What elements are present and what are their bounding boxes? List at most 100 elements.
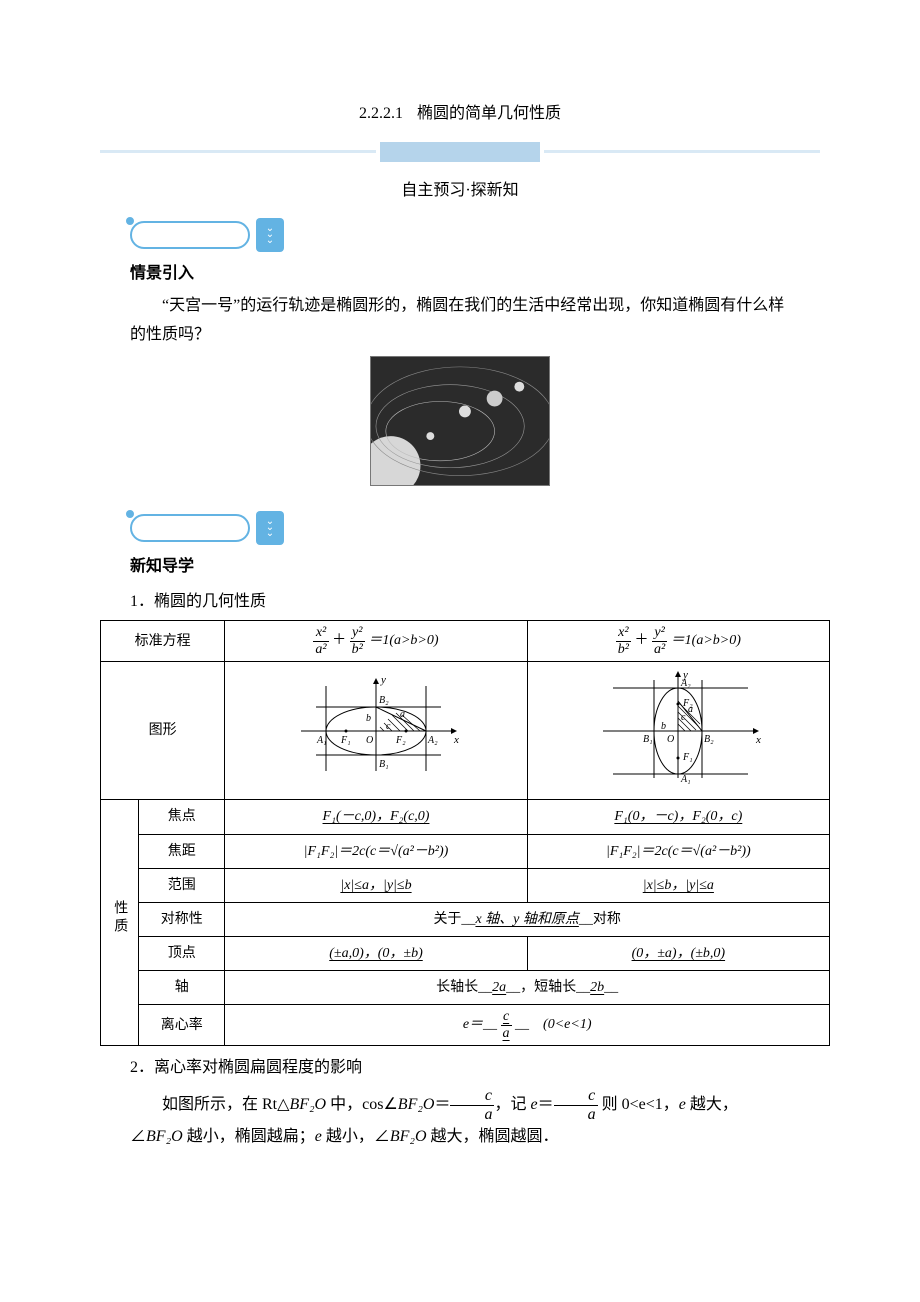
section-2-h1: 1．椭圆的几何性质 (130, 588, 820, 617)
table-row: 顶点 (±a,0)，(0，±b) (0，±a)，(±b,0) (101, 937, 830, 971)
pill-shape (130, 514, 250, 542)
table-row: 范围 |x|≤a，|y|≤b |x|≤b，|y|≤a (101, 868, 830, 902)
val: |x|≤b，|y|≤a (643, 878, 714, 893)
fn: y² (350, 625, 365, 641)
table-row: 对称性 关于__x 轴、y 轴和原点__对称 (101, 902, 830, 936)
fd: a (554, 1106, 598, 1124)
cell: |x|≤b，|y|≤a (527, 868, 829, 902)
row-label: 顶点 (139, 937, 225, 971)
plus: ＋ (634, 633, 648, 648)
val: 2b (590, 980, 604, 995)
section-2-title: 新知导学 (130, 553, 820, 582)
pfx: e＝__ (463, 1018, 497, 1033)
cell: e＝__ ca __ (0<e<1) (225, 1005, 830, 1046)
cell-eq1: x²a² ＋ y²b² ＝1(a>b>0) (225, 621, 527, 662)
svg-text:A₂: A₂ (427, 735, 438, 746)
val: |F₁F₂|＝2c(c＝√(a²－b²)) (606, 844, 751, 859)
fd: b² (350, 642, 365, 657)
cell: |x|≤a，|y|≤b (225, 868, 527, 902)
chevron-down-icon: ⌄⌄⌄ (256, 218, 284, 252)
title-number: 2.2.2.1 (359, 105, 403, 122)
val: (0，±a)，(±b,0) (632, 946, 726, 961)
cosmos-figure (100, 356, 820, 497)
svg-text:x: x (453, 734, 459, 746)
pfx: 关于__ (433, 912, 475, 927)
prop-label: 性质 (101, 800, 139, 1046)
cosmos-image (370, 356, 550, 486)
svg-text:y: y (380, 674, 386, 686)
fn: c (554, 1087, 598, 1106)
t: e (679, 1096, 686, 1113)
svg-text:F₂: F₂ (395, 735, 406, 746)
svg-text:B₁: B₁ (379, 759, 389, 770)
val: (±a,0)，(0，±b) (329, 946, 423, 961)
val: F₁(0，－c)，F₂(0，c) (614, 809, 742, 824)
svg-text:c: c (386, 721, 391, 732)
tag-pill-2: ⌄⌄⌄ (130, 511, 820, 545)
table-row: 标准方程 x²a² ＋ y²b² ＝1(a>b>0) x²b² ＋ y²a² ＝… (101, 621, 830, 662)
svg-text:B₂: B₂ (379, 695, 389, 706)
t: e (315, 1128, 322, 1145)
t: __，短轴长__ (506, 980, 590, 995)
cell-eq2: x²b² ＋ y²a² ＝1(a>b>0) (527, 621, 829, 662)
rhs: ＝1(a>b>0) (368, 633, 438, 648)
plus: ＋ (332, 633, 346, 648)
row-label: 离心率 (139, 1005, 225, 1046)
decor-mid (380, 142, 540, 162)
row-label: 标准方程 (101, 621, 225, 662)
cell: F₁(0，－c)，F₂(0，c) (527, 800, 829, 834)
cell: (±a,0)，(0，±b) (225, 937, 527, 971)
val: 2a (492, 980, 506, 995)
heading-preview: 自主预习·探新知 (100, 177, 820, 206)
t: BF₂O (146, 1128, 183, 1145)
t: BF₂O (390, 1128, 427, 1145)
section-1-title: 情景引入 (130, 260, 820, 289)
section-1-paragraph: “天宫一号”的运行轨迹是椭圆形的，椭圆在我们的生活中经常出现，你知道椭圆有什么样… (130, 292, 790, 350)
cell: (0，±a)，(±b,0) (527, 937, 829, 971)
svg-text:B₁: B₁ (643, 734, 653, 745)
fn: c (450, 1087, 494, 1106)
cell: |F₁F₂|＝2c(c＝√(a²－b²)) (527, 834, 829, 868)
cell: |F₁F₂|＝2c(c＝√(a²－b²)) (225, 834, 527, 868)
section-2-h2: 2．离心率对椭圆扁圆程度的影响 (130, 1054, 820, 1083)
decor-right (544, 150, 820, 153)
chevron-down-icon: ⌄⌄⌄ (256, 511, 284, 545)
svg-text:O: O (667, 734, 674, 745)
title-text: 椭圆的简单几何性质 (417, 105, 561, 122)
row-label: 对称性 (139, 902, 225, 936)
fn: x² (616, 625, 631, 641)
svg-text:F₁: F₁ (682, 752, 693, 763)
t: 则 0<e<1， (598, 1096, 679, 1113)
fd: a (501, 1026, 512, 1041)
table-row: 轴 长轴长__2a__，短轴长__2b__ (101, 971, 830, 1005)
tag-pill-1: ⌄⌄⌄ (130, 218, 820, 252)
sfx: __对称 (579, 912, 621, 927)
t: 越大，椭圆越圆． (427, 1128, 559, 1145)
row-label: 焦距 (139, 834, 225, 868)
cell: 关于__x 轴、y 轴和原点__对称 (225, 902, 830, 936)
val: x 轴、y 轴和原点 (475, 912, 578, 927)
svg-text:O: O (366, 735, 373, 746)
ellipse-horizontal-svg: x y A₁ A₂ B₂ B₁ F₁ F₂ O a b c (286, 671, 466, 790)
t: ＝ (434, 1096, 450, 1113)
val: |x|≤a，|y|≤b (340, 878, 411, 893)
t: BF₂O (398, 1096, 435, 1113)
cell: F₁(－c,0)，F₂(c,0) (225, 800, 527, 834)
cell-fig2: x y A₂ A₁ B₁ B₂ F₂ F₁ O a b c (527, 662, 829, 800)
svg-text:a: a (688, 704, 693, 715)
fn: c (501, 1009, 512, 1025)
t: ，记 (494, 1096, 530, 1113)
sfx: __ (0<e<1) (515, 1018, 591, 1033)
t: e (531, 1096, 538, 1113)
t: __ (604, 980, 618, 995)
svg-text:x: x (755, 734, 761, 746)
row-label: 范围 (139, 868, 225, 902)
val: F₁(－c,0)，F₂(c,0) (323, 809, 430, 824)
decor-left (100, 150, 376, 153)
t: 如图所示，在 Rt△ (162, 1096, 289, 1113)
page-title: 2.2.2.1 椭圆的简单几何性质 (100, 100, 820, 129)
svg-text:F₁: F₁ (340, 735, 351, 746)
rhs: ＝1(a>b>0) (671, 633, 741, 648)
row-label: 轴 (139, 971, 225, 1005)
fn: y² (652, 625, 667, 641)
